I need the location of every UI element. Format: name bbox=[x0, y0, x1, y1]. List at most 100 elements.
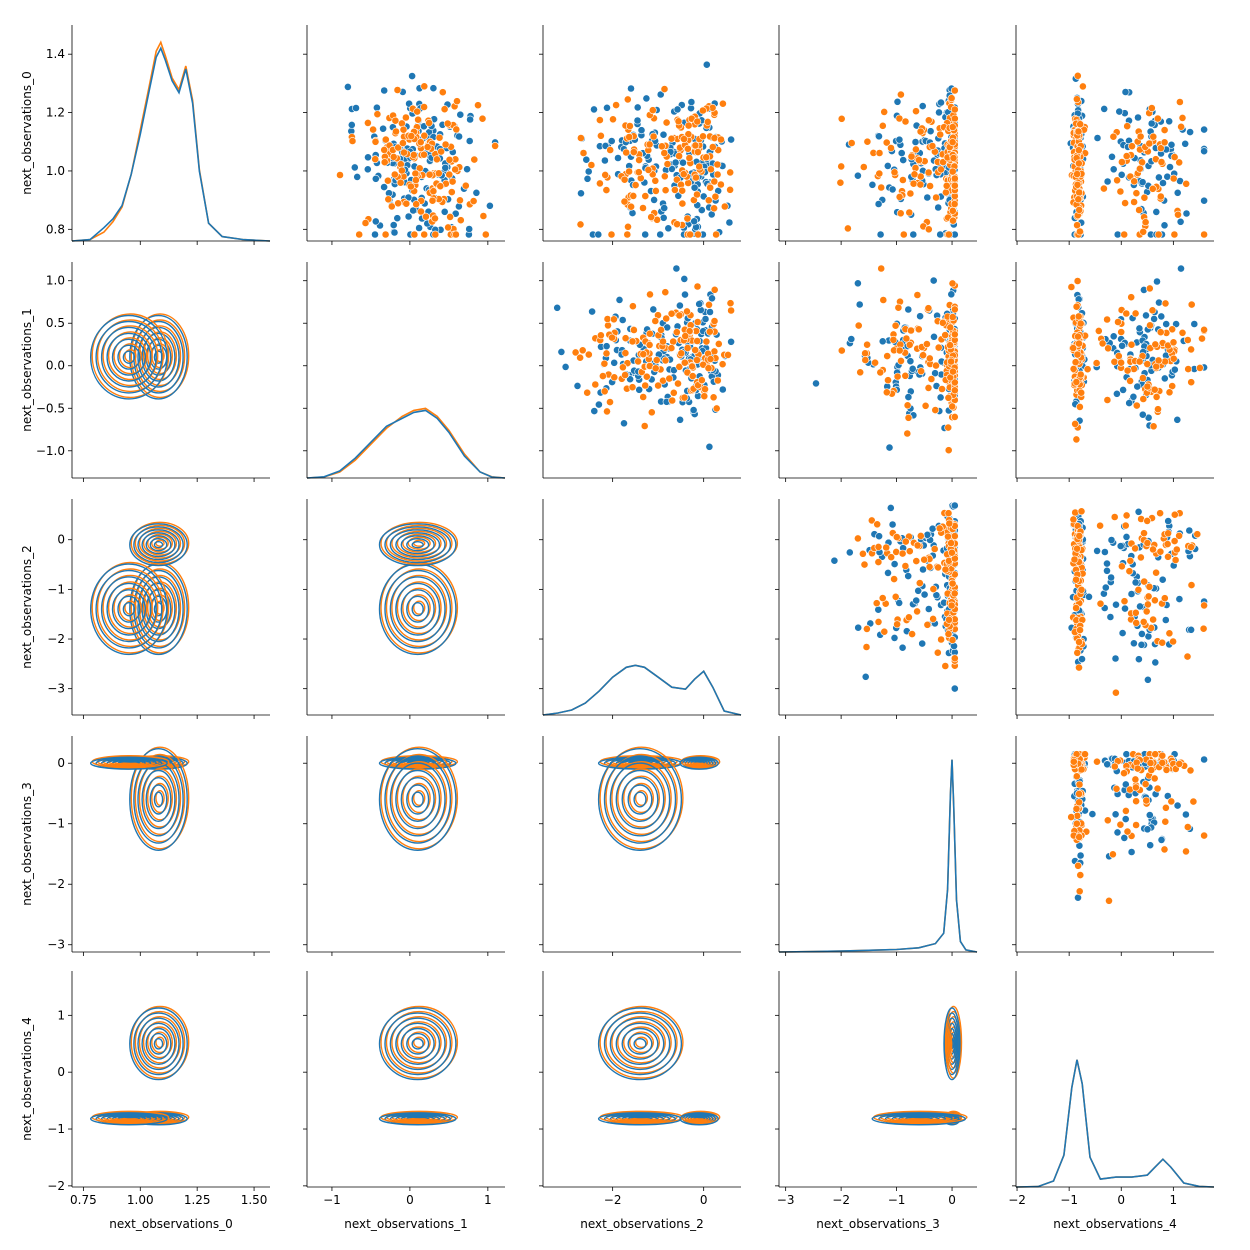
scatter-point bbox=[421, 212, 430, 221]
scatter-point bbox=[905, 547, 914, 556]
scatter-point bbox=[1078, 655, 1086, 663]
scatter-point bbox=[1075, 159, 1083, 168]
scatter-point bbox=[1140, 193, 1149, 202]
scatter-point bbox=[380, 86, 389, 95]
scatter-point bbox=[363, 165, 372, 174]
scatter-point bbox=[1132, 401, 1141, 410]
scatter-point bbox=[856, 368, 865, 377]
scatter-point bbox=[1108, 152, 1116, 161]
scatter-point bbox=[947, 357, 955, 366]
kde-contour bbox=[141, 769, 176, 830]
scatter-point bbox=[627, 84, 635, 93]
kde-contour bbox=[151, 1031, 169, 1054]
scatter-point bbox=[701, 385, 709, 394]
scatter-point bbox=[1183, 823, 1192, 831]
scatter-point bbox=[1127, 848, 1136, 856]
scatter-point bbox=[1152, 207, 1161, 216]
scatter-point bbox=[438, 88, 447, 97]
kde-contour bbox=[396, 768, 442, 828]
scatter-point bbox=[1072, 302, 1081, 311]
scatter-point bbox=[431, 214, 439, 223]
scatter-point bbox=[934, 203, 943, 212]
scatter-point bbox=[1079, 82, 1087, 91]
kde-contour bbox=[396, 530, 442, 556]
scatter-point bbox=[708, 294, 716, 303]
scatter-point bbox=[944, 532, 952, 541]
subplot-r3-c4 bbox=[1012, 736, 1214, 956]
scatter-point bbox=[1072, 435, 1081, 444]
scatter-point bbox=[1143, 360, 1152, 368]
scatter-point bbox=[928, 142, 937, 150]
subplot-r0-c0: 0.8 1.0 1.2 1.4 next_observations_0 bbox=[20, 25, 271, 245]
scatter-point bbox=[1117, 358, 1125, 367]
scatter-point bbox=[1122, 511, 1131, 520]
scatter-point bbox=[673, 105, 682, 114]
scatter-point bbox=[1073, 71, 1082, 80]
x-tick-label: 0 bbox=[700, 1193, 708, 1207]
scatter-point bbox=[1077, 585, 1086, 594]
scatter-point bbox=[668, 164, 676, 173]
scatter-point bbox=[1125, 567, 1134, 576]
scatter-point bbox=[1109, 132, 1118, 141]
scatter-point bbox=[1169, 174, 1178, 183]
scatter-point bbox=[443, 119, 452, 128]
scatter-point bbox=[948, 313, 957, 321]
scatter-point bbox=[402, 199, 411, 208]
scatter-point bbox=[623, 230, 632, 239]
scatter-point bbox=[859, 163, 868, 171]
scatter-point bbox=[854, 534, 862, 543]
scatter-point bbox=[1185, 526, 1194, 535]
scatter-point bbox=[660, 149, 669, 157]
scatter-point bbox=[347, 121, 356, 129]
scatter-point bbox=[1118, 158, 1126, 166]
scatter-point bbox=[599, 372, 607, 380]
scatter-point bbox=[381, 230, 390, 239]
scatter-point bbox=[1187, 345, 1195, 354]
scatter-point bbox=[932, 361, 940, 370]
scatter-point bbox=[394, 199, 402, 208]
scatter-point bbox=[1155, 298, 1163, 307]
scatter-point bbox=[350, 163, 359, 172]
scatter-point bbox=[660, 85, 669, 93]
scatter-point bbox=[727, 306, 735, 315]
scatter-point bbox=[938, 318, 947, 327]
kde-contour bbox=[634, 790, 649, 807]
scatter-point bbox=[920, 590, 929, 599]
scatter-point bbox=[577, 134, 585, 142]
scatter-point bbox=[432, 155, 441, 164]
kde-contour bbox=[603, 1012, 677, 1076]
scatter-point bbox=[683, 307, 691, 316]
x-tick-label: 1 bbox=[1170, 1193, 1178, 1207]
scatter-point bbox=[854, 279, 862, 288]
scatter-point bbox=[417, 207, 425, 216]
scatter-point bbox=[914, 586, 923, 595]
subplot-r2-c1 bbox=[303, 499, 505, 719]
scatter-point bbox=[381, 135, 390, 144]
scatter-point bbox=[595, 400, 603, 409]
scatter-point bbox=[947, 539, 955, 547]
scatter-point bbox=[1109, 332, 1118, 341]
scatter-point bbox=[1135, 206, 1143, 214]
scatter-point bbox=[626, 122, 634, 130]
scatter-point bbox=[919, 565, 927, 574]
scatter-point bbox=[695, 162, 704, 171]
scatter-point bbox=[924, 225, 933, 234]
kde-diag-series-0 bbox=[542, 664, 742, 716]
scatter-point bbox=[704, 196, 713, 205]
x-tick-label: 0 bbox=[948, 1193, 956, 1207]
scatter-point bbox=[1073, 350, 1082, 359]
scatter-point bbox=[423, 143, 432, 151]
scatter-point bbox=[630, 326, 638, 334]
scatter-point bbox=[913, 291, 922, 299]
scatter-point bbox=[461, 181, 470, 190]
kde-contour bbox=[380, 746, 459, 850]
scatter-point bbox=[1128, 142, 1136, 151]
scatter-point bbox=[1170, 153, 1179, 161]
scatter-point bbox=[1093, 757, 1101, 766]
scatter-point bbox=[718, 385, 727, 394]
scatter-point bbox=[874, 558, 883, 566]
scatter-point bbox=[694, 230, 702, 239]
scatter-point bbox=[693, 356, 701, 364]
scatter-point bbox=[1074, 195, 1083, 204]
scatter-point bbox=[899, 156, 908, 164]
